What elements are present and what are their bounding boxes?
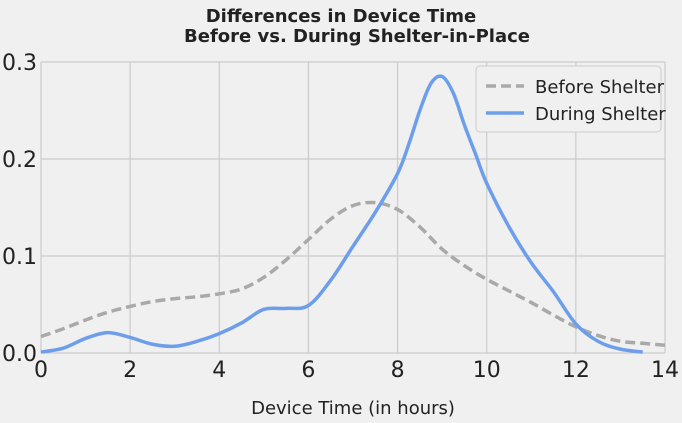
y-tick-label: 0.3 — [2, 51, 37, 76]
x-tick-label: 12 — [562, 358, 590, 383]
y-tick-label: 0.2 — [2, 148, 37, 173]
y-tick-label: 0.1 — [2, 245, 37, 270]
x-tick-label: 8 — [391, 358, 405, 383]
x-tick-label: 14 — [651, 358, 679, 383]
grid — [40, 61, 666, 354]
x-tick-label: 4 — [212, 358, 226, 383]
tick-labels: 0 2 4 6 8 10 12 14 0.0 0.1 0.2 0.3 — [2, 51, 679, 383]
chart-title: Differences in Device Time — [206, 6, 477, 27]
x-tick-label: 10 — [473, 358, 501, 383]
x-tick-label: 6 — [301, 358, 315, 383]
legend-label-during: During Shelter — [535, 104, 666, 125]
series-lines — [40, 74, 666, 354]
series-line-during-shelter — [40, 74, 643, 354]
x-axis-label: Device Time (in hours) — [251, 398, 455, 419]
x-tick-label: 2 — [123, 358, 137, 383]
legend: Before Shelter During Shelter — [475, 65, 666, 133]
legend-label-before: Before Shelter — [535, 77, 665, 98]
legend-box — [475, 65, 662, 133]
y-tick-label: 0.0 — [2, 342, 37, 367]
x-tick-label: 0 — [34, 358, 48, 383]
series-line-before-shelter — [40, 200, 666, 347]
chart-subtitle: Before vs. During Shelter-in-Place — [184, 26, 530, 47]
